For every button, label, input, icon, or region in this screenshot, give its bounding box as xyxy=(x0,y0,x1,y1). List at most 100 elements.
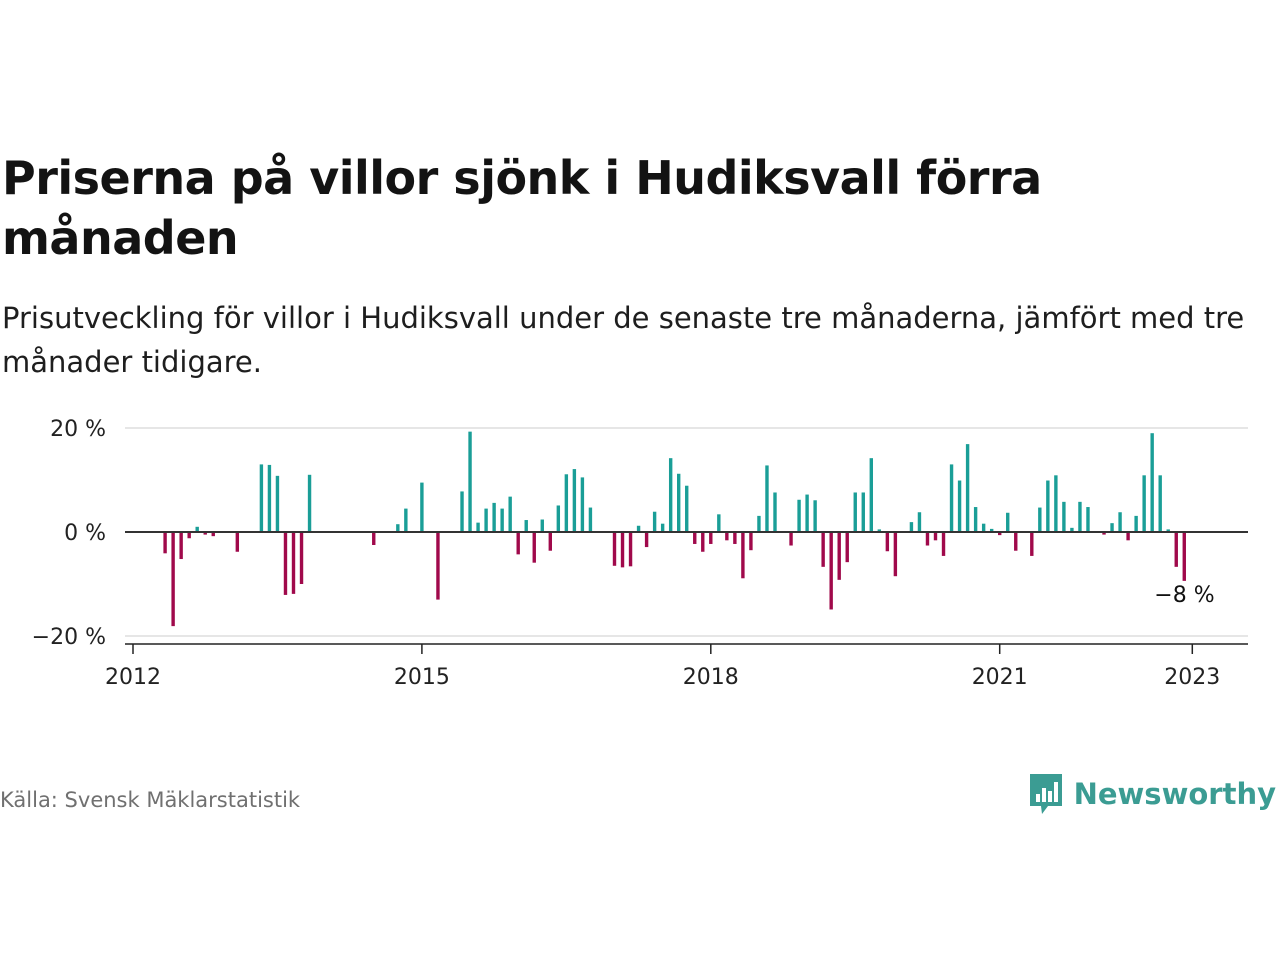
bar xyxy=(749,532,753,551)
bar xyxy=(693,532,697,544)
bar xyxy=(588,507,593,532)
bar xyxy=(372,532,376,545)
bar xyxy=(612,532,617,566)
bar xyxy=(998,532,1002,536)
bar xyxy=(259,464,264,532)
bar xyxy=(885,532,890,552)
bar xyxy=(267,464,272,532)
bar xyxy=(925,532,930,546)
bar xyxy=(540,519,544,532)
bar xyxy=(1086,507,1090,532)
bar xyxy=(1006,512,1010,532)
bar xyxy=(291,532,296,594)
bar xyxy=(211,532,215,537)
bar xyxy=(1118,512,1122,532)
bar xyxy=(1150,433,1154,532)
bar xyxy=(532,532,536,563)
bar xyxy=(677,473,681,532)
bar xyxy=(476,522,480,532)
bar xyxy=(203,532,207,535)
bar xyxy=(492,502,496,532)
bar xyxy=(572,469,577,532)
bar xyxy=(1110,523,1114,532)
bar xyxy=(187,532,191,539)
bar xyxy=(644,532,649,548)
bar xyxy=(893,532,898,577)
bar xyxy=(195,526,199,532)
bar xyxy=(548,532,552,551)
bar xyxy=(965,444,970,532)
bar xyxy=(556,505,561,532)
brand-name: Newsworthy xyxy=(1073,777,1276,811)
bar xyxy=(837,532,841,580)
chart-axes xyxy=(125,531,1248,654)
bar xyxy=(701,532,705,552)
brand-logo: Newsworthy xyxy=(1028,772,1276,816)
bar-chart: 20 % 0 % −20 % 2012 2015 2018 2021 2023 −8 % xyxy=(32,417,1248,690)
bar xyxy=(404,508,408,532)
bar xyxy=(275,475,280,532)
bar xyxy=(765,465,769,532)
bar xyxy=(821,532,825,567)
bar xyxy=(813,500,817,532)
bar xyxy=(436,532,440,600)
bar xyxy=(949,464,954,532)
bar xyxy=(171,532,175,627)
x-tick-label: 2018 xyxy=(683,665,739,690)
bar xyxy=(757,515,761,532)
chart-grid xyxy=(125,427,1248,637)
bar xyxy=(500,508,504,532)
y-tick-label: 20 % xyxy=(50,417,106,442)
y-tick-label: 0 % xyxy=(64,521,106,546)
bar xyxy=(709,532,713,544)
bar xyxy=(580,477,585,532)
bar xyxy=(1054,475,1058,532)
bar xyxy=(1158,475,1162,532)
bar xyxy=(235,532,240,552)
bar xyxy=(869,458,873,532)
bar xyxy=(460,491,464,532)
bar xyxy=(652,511,657,532)
bar xyxy=(468,431,472,532)
bar xyxy=(1030,532,1034,556)
bar xyxy=(861,492,865,532)
bar xyxy=(636,525,641,532)
chart-bars xyxy=(163,431,1186,627)
bar xyxy=(941,532,946,556)
bar xyxy=(484,508,488,532)
bar xyxy=(725,532,729,541)
bar xyxy=(660,523,665,532)
bar xyxy=(1078,501,1082,532)
bar xyxy=(1182,532,1186,581)
bar xyxy=(909,522,914,532)
bar xyxy=(877,529,882,532)
bar xyxy=(163,532,167,554)
bar xyxy=(1142,475,1146,532)
page-title: Priserna på villor sjönk i Hudiksvall fö… xyxy=(2,151,1042,265)
bar xyxy=(1102,532,1106,535)
x-tick-label: 2015 xyxy=(394,665,450,690)
bar xyxy=(1038,507,1042,532)
chart-labels: 20 % 0 % −20 % 2012 2015 2018 2021 2023 −8 % xyxy=(32,417,1221,690)
bar xyxy=(620,532,625,568)
bar xyxy=(299,532,304,584)
bar xyxy=(981,523,986,532)
bar xyxy=(845,532,849,563)
bar xyxy=(283,532,288,595)
bar xyxy=(957,480,962,532)
x-tick-label: 2023 xyxy=(1164,665,1220,690)
bar xyxy=(685,485,689,532)
bar xyxy=(917,512,922,532)
bar xyxy=(179,532,183,560)
bar xyxy=(789,532,793,546)
bar xyxy=(307,474,312,532)
bar xyxy=(1070,527,1074,532)
bar xyxy=(1046,480,1050,532)
bar xyxy=(396,524,400,532)
bar xyxy=(1166,529,1170,532)
bar xyxy=(717,514,721,532)
y-tick-label: −20 % xyxy=(32,625,106,650)
bar xyxy=(989,528,994,532)
newsworthy-logo-icon xyxy=(1029,774,1062,814)
bar xyxy=(524,520,528,532)
